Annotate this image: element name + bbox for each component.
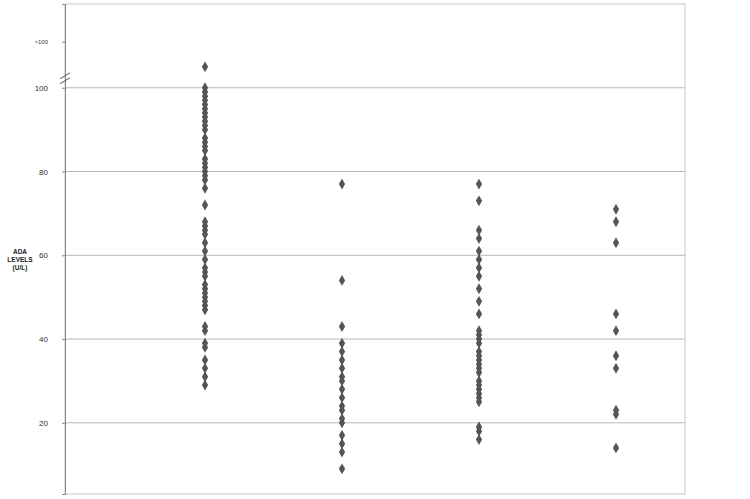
point: [202, 61, 208, 72]
point: [476, 296, 482, 307]
point: [613, 308, 619, 319]
y-tick-label: 60: [39, 251, 48, 260]
point: [613, 216, 619, 227]
point: [339, 463, 345, 474]
grid-line: [65, 87, 685, 88]
y-tick-mark: [62, 423, 65, 424]
y-tick-mark: [62, 172, 65, 173]
y-tick-mark: [62, 42, 65, 43]
y-tick: 40: [39, 335, 65, 344]
point: [202, 183, 208, 194]
grid-line: [65, 255, 685, 256]
y-tick: 100: [35, 84, 65, 93]
point: [476, 308, 482, 319]
grid-line: [65, 171, 685, 172]
y-tick: 20: [39, 419, 65, 428]
point: [476, 396, 482, 407]
y-tick: 80: [39, 168, 65, 177]
y-tick-mark: [62, 339, 65, 340]
grid-line: [65, 339, 685, 340]
y-tick-label: 100: [35, 84, 49, 93]
points: [202, 61, 619, 474]
point: [613, 325, 619, 336]
point: [476, 283, 482, 294]
point: [476, 179, 482, 190]
point: [613, 363, 619, 374]
y-tick: 60: [39, 251, 65, 260]
point: [202, 304, 208, 315]
chart: 20 40 60 80 100 >100 ADALEVELS(U/L): [0, 0, 750, 499]
axis-break-mark: [60, 73, 70, 79]
point: [613, 204, 619, 215]
point: [613, 409, 619, 420]
point: [339, 275, 345, 286]
point: [613, 237, 619, 248]
point: [613, 443, 619, 454]
point: [202, 200, 208, 211]
point: [202, 380, 208, 391]
point: [476, 434, 482, 445]
y-tick: >100: [34, 39, 65, 45]
point: [476, 195, 482, 206]
point: [202, 325, 208, 336]
point: [202, 342, 208, 353]
y-tick-mark: [62, 88, 65, 89]
y-tick-label: 20: [39, 419, 48, 428]
point: [476, 233, 482, 244]
y-axis-line: [62, 5, 66, 495]
point: [613, 350, 619, 361]
point: [339, 321, 345, 332]
y-tick-mark: [62, 255, 65, 256]
axis-break: [60, 73, 70, 84]
y-axis-title: ADALEVELS(U/L): [7, 248, 33, 272]
grid-line: [65, 422, 685, 423]
grid: [65, 88, 685, 423]
axis-break-mark: [60, 78, 70, 84]
y-tick-label: 80: [39, 168, 48, 177]
plot-frame: [65, 4, 685, 494]
point: [339, 179, 345, 190]
y-tick-label: 40: [39, 335, 48, 344]
y-tick-label: >100: [34, 39, 48, 45]
point: [339, 447, 345, 458]
point: [476, 271, 482, 282]
point: [339, 417, 345, 428]
